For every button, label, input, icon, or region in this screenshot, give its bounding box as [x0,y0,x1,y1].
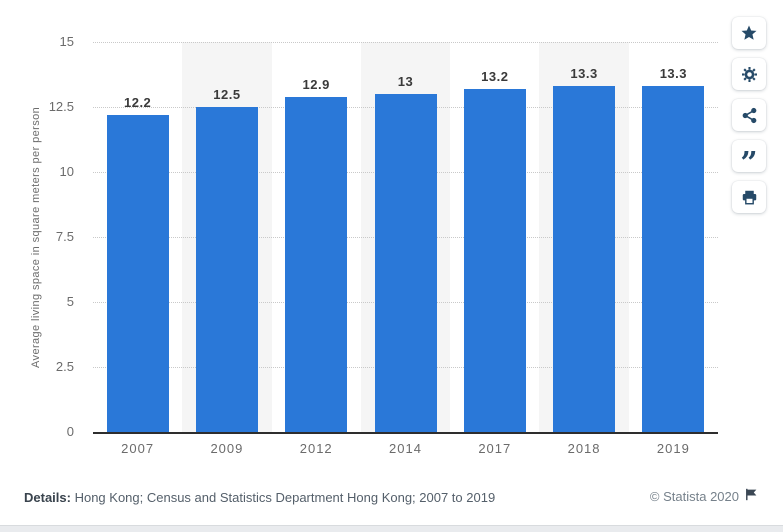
bar-value-label: 12.5 [213,87,241,102]
bar-value-label: 13.2 [481,68,509,84]
bar-value-label: 13 [397,74,414,89]
bar-value-label: 13.3 [659,66,687,82]
y-tick-label: 7.5 [55,229,74,244]
flag-icon[interactable] [745,488,758,504]
y-tick-label: 10 [59,164,74,179]
details-text: Hong Kong; Census and Statistics Departm… [70,490,496,505]
x-axis-label: 2012 [299,441,333,456]
details-label: Details: [24,490,71,505]
bar-value-label: 13.3 [570,66,598,82]
settings-button[interactable] [732,58,766,90]
bar[interactable] [285,96,348,432]
bar[interactable] [642,86,705,432]
x-axis-label: 2014 [389,441,422,456]
x-axis-label: 2019 [656,441,690,456]
cite-button[interactable]: ” [732,140,766,179]
y-tick-label: 0 [66,424,74,439]
gear-icon [741,66,758,83]
x-axis-label: 2007 [121,441,155,456]
x-axis-label: 2009 [210,441,244,456]
footer-bar [0,525,783,532]
bar[interactable] [106,114,169,432]
print-icon [741,189,758,206]
bar-value-label: 12.9 [302,76,330,92]
star-icon [740,24,758,42]
chart-toolbar: ” [732,17,766,213]
plot-area: 12.2 12.5 12.9 13 13.2 13.3 13.3 [93,42,718,434]
bar-value-label: 12.2 [123,94,152,110]
bar[interactable] [374,94,437,432]
y-tick-label: 2.5 [55,359,74,374]
y-tick-label: 12.5 [48,99,74,114]
print-button[interactable] [732,181,766,213]
x-axis-label: 2017 [478,441,512,456]
bar[interactable] [195,107,258,432]
bar[interactable] [553,86,616,432]
x-axis-label: 2018 [567,441,601,456]
copyright-text: © Statista 2020 [649,488,739,504]
gridline [93,42,718,43]
y-tick-label: 5 [66,294,74,309]
share-icon [741,107,758,124]
favorite-button[interactable] [732,17,766,49]
y-tick-label: 15 [59,34,74,49]
bar[interactable] [463,88,526,432]
share-button[interactable] [732,99,766,131]
details-line: Details: Hong Kong; Census and Statistic… [24,490,495,505]
copyright: © Statista 2020 [650,488,758,504]
